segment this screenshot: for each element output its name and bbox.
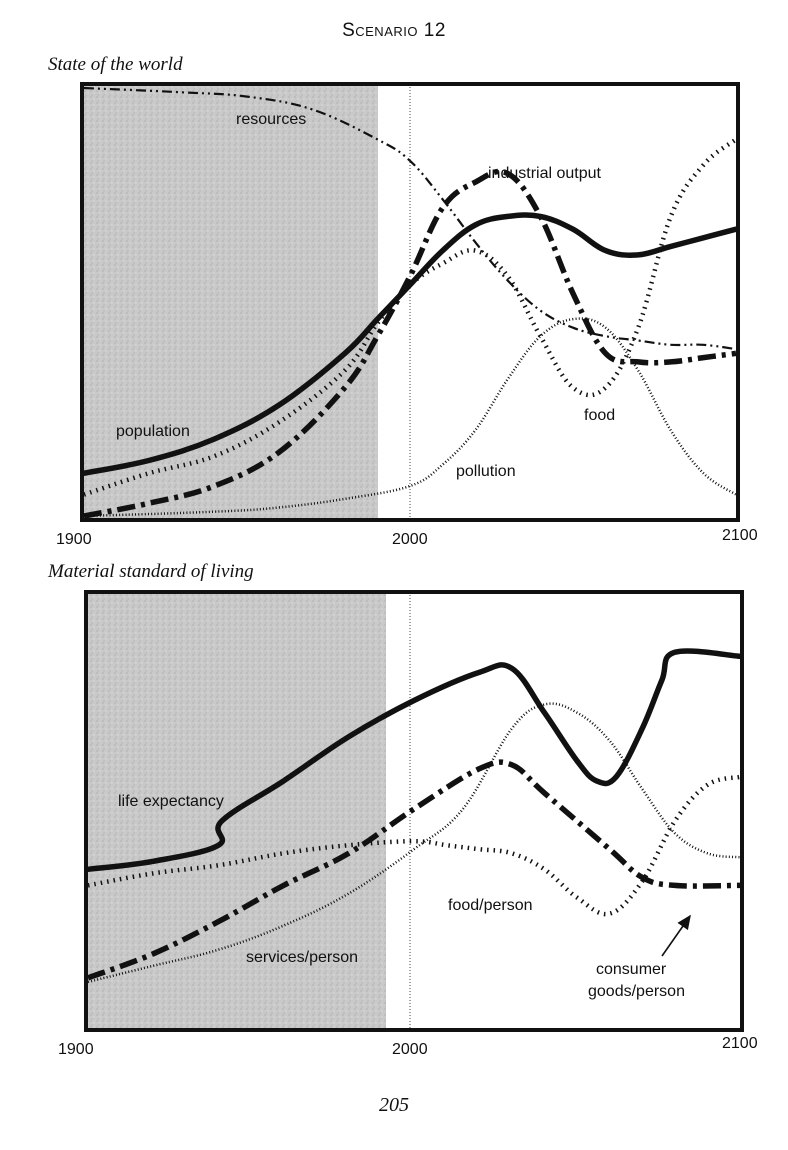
chart-2-series-consumer-goods-person	[87, 759, 741, 981]
chart-2-series-services-person	[87, 702, 741, 984]
chart-1-labels: resources industrial output population f…	[116, 111, 615, 480]
chart-2-xtick-2100: 2100	[722, 1035, 758, 1052]
label-resources: resources	[236, 111, 306, 128]
chart-2-labels: life expectancy food/person services/per…	[118, 793, 691, 1000]
chart-1-series-resources	[83, 86, 737, 351]
page-number: 205	[379, 1094, 409, 1116]
chart-2-series-food-person	[87, 774, 741, 917]
label-life-expectancy: life expectancy	[118, 793, 224, 810]
label-consumer-goods-line1: consumer	[596, 961, 667, 978]
consumer-goods-arrow	[661, 914, 691, 957]
chart-2-series-life-expectancy	[85, 648, 743, 873]
label-population: population	[116, 423, 190, 440]
chart-2-border	[84, 590, 744, 1032]
chart-title-standard-of-living: Material standard of living	[48, 561, 254, 582]
label-services-per-person: services/person	[246, 949, 358, 966]
chart-1-frame: 1900 2000 2100	[56, 82, 758, 548]
page-title: Scenario 12	[0, 20, 788, 42]
label-pollution: pollution	[456, 463, 516, 480]
chart-1-series-food	[83, 137, 738, 497]
label-industrial-output: industrial output	[488, 165, 602, 182]
chart-1-shaded-history	[82, 84, 378, 520]
label-food-per-person: food/person	[448, 897, 533, 914]
chart-1-xtick-2100: 2100	[722, 527, 758, 544]
chart-1-xtick-2000: 2000	[392, 531, 428, 548]
chart-2-xtick-1900: 1900	[58, 1041, 94, 1058]
label-food: food	[584, 407, 615, 424]
chart-2-xtick-2000: 2000	[392, 1041, 428, 1058]
chart-1-border	[80, 82, 740, 522]
chart-1-series	[81, 86, 739, 519]
chart-1-series-industrial-output	[83, 168, 737, 519]
page-title-text: Scenario 12	[342, 20, 446, 41]
chart-2-series	[85, 648, 743, 984]
chart-1-series-pollution	[83, 317, 737, 518]
chart-title-state-of-world: State of the world	[48, 54, 183, 75]
chart-1-xtick-1900: 1900	[56, 531, 92, 548]
label-consumer-goods-line2: goods/person	[588, 983, 685, 1000]
chart-1-series-population	[81, 212, 739, 476]
